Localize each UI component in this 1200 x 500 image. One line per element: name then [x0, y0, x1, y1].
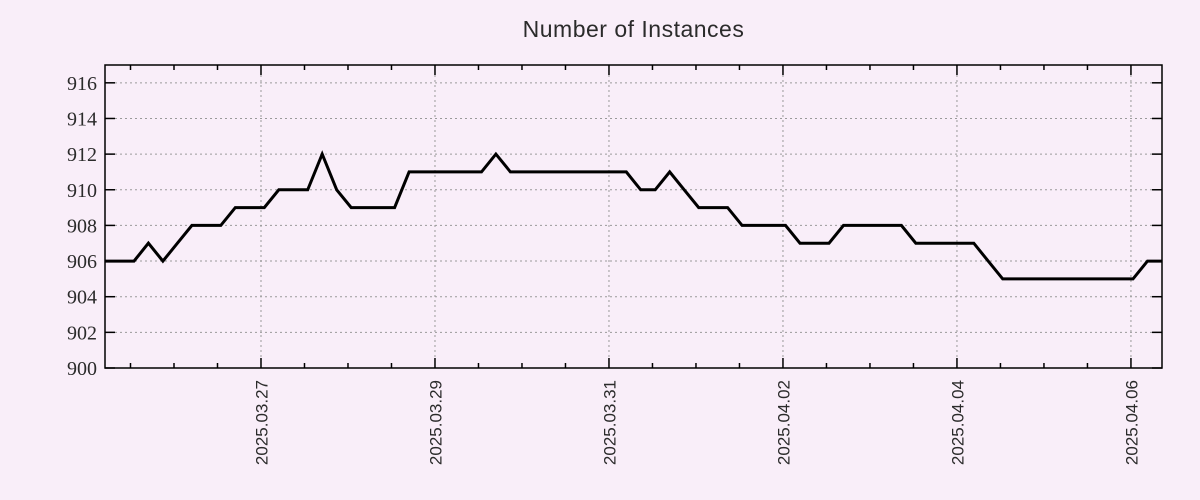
y-tick-label: 908 — [67, 215, 97, 237]
y-tick-label: 902 — [67, 322, 97, 344]
x-tick-label: 2025.03.31 — [600, 380, 619, 465]
x-tick-label: 2025.04.02 — [774, 380, 793, 465]
y-tick-label: 916 — [67, 73, 97, 95]
plot-border — [104, 64, 1163, 369]
data-line-instances — [105, 150, 1162, 281]
y-tick-label: 910 — [67, 180, 97, 202]
y-tick-label: 914 — [67, 108, 97, 130]
x-tick-label: 2025.03.27 — [252, 380, 271, 465]
y-tick-label: 912 — [67, 144, 97, 166]
x-tick-label: 2025.03.29 — [426, 380, 445, 465]
y-tick-label: 904 — [67, 287, 97, 309]
x-tick-label: 2025.04.04 — [948, 380, 967, 465]
y-tick-label: 906 — [67, 251, 97, 273]
chart-title: Number of Instances — [522, 16, 745, 42]
x-tick-label: 2025.04.06 — [1122, 380, 1141, 465]
y-tick-label: 900 — [67, 358, 97, 380]
